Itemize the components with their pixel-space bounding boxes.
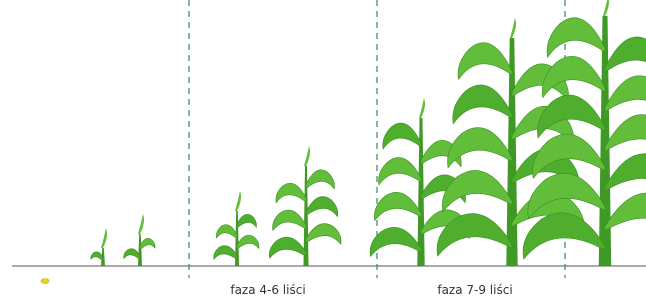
plant-leaf (442, 170, 512, 212)
plant-leaf (453, 85, 512, 124)
plant-leaf (269, 237, 306, 258)
plant-leaf (237, 214, 256, 228)
plant-top-leaf (603, 0, 609, 16)
plant-leaf (306, 224, 341, 245)
plant-leaf (605, 76, 646, 118)
plant-top-leaf (419, 98, 425, 118)
plant-leaf (383, 123, 421, 149)
stage-label: faza 4-6 liści (230, 283, 305, 297)
stage-label: faza 7-9 liści (437, 283, 512, 297)
plant-leaf (605, 115, 646, 159)
plant-top-leaf (235, 191, 241, 211)
plant-leaf (214, 246, 237, 260)
plant-leaf (370, 227, 421, 256)
plant-leaf (542, 56, 605, 97)
plant-leaf (124, 249, 140, 260)
plant-leaf (374, 192, 421, 220)
page: faza 4-6 liści faza 7-9 liści (() => { c… (0, 0, 646, 301)
plant-leaf (605, 37, 646, 78)
growth-diagram: faza 4-6 liści faza 7-9 liści (0, 0, 646, 301)
plant-top-leaf (510, 18, 516, 38)
plant-top-leaf (101, 228, 107, 248)
plant-leaf (306, 170, 334, 189)
plant-leaf (605, 154, 646, 199)
plant-leaf (379, 158, 421, 185)
plant-leaf (237, 235, 259, 249)
plant-top-leaf (138, 214, 144, 234)
plant-top-leaf (304, 146, 310, 166)
plant-leaf (523, 213, 605, 259)
plant-leaf (140, 238, 155, 249)
seed (41, 279, 49, 284)
plant-leaf (276, 183, 306, 203)
plant-leaf (547, 18, 605, 58)
plant-leaf (216, 225, 237, 239)
plant-leaf (605, 193, 646, 239)
plant-leaf (273, 210, 306, 231)
plant-leaf (306, 197, 338, 217)
plant-leaf (91, 252, 103, 262)
plant-leaf (458, 43, 512, 80)
